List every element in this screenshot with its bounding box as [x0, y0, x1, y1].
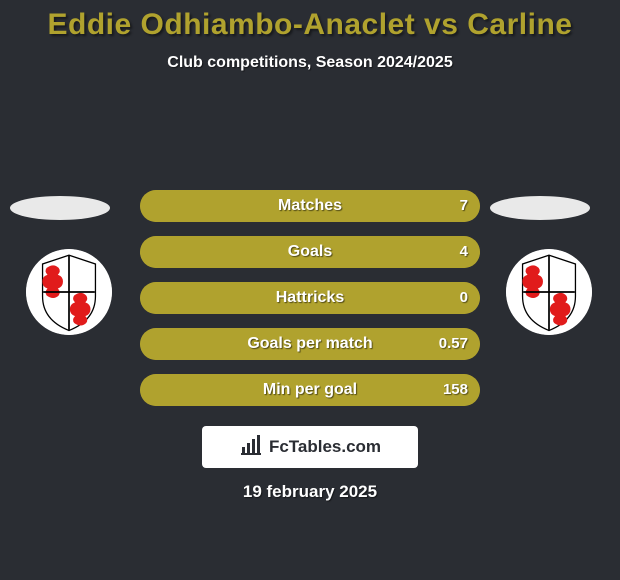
stat-value-right: 4 [460, 236, 468, 268]
attribution-text: FcTables.com [269, 437, 381, 457]
stat-row: Goals per match0.57 [140, 328, 480, 360]
attribution-badge: FcTables.com [202, 426, 418, 468]
stat-row: Hattricks0 [140, 282, 480, 314]
stat-value-right: 7 [460, 190, 468, 222]
chart-icon [239, 433, 263, 462]
stat-value-right: 0 [460, 282, 468, 314]
stat-bars: Matches7 Goals4 Hattricks0 Goals per match0… [140, 190, 480, 420]
right-club-crest [506, 249, 592, 335]
comparison-infographic: Eddie Odhiambo-Anaclet vs Carline Club c… [0, 0, 620, 580]
date-stamp: 19 february 2025 [0, 482, 620, 502]
stat-row: Matches7 [140, 190, 480, 222]
stat-value-right: 0.57 [439, 328, 468, 360]
stat-row: Min per goal158 [140, 374, 480, 406]
attribution-suffix: Tables.com [289, 437, 381, 457]
page-subtitle: Club competitions, Season 2024/2025 [0, 54, 620, 72]
right-player-silhouette [490, 196, 590, 220]
page-title: Eddie Odhiambo-Anaclet vs Carline [0, 0, 620, 42]
stat-value-right: 158 [443, 374, 468, 406]
attribution-prefix: Fc [269, 437, 289, 457]
left-player-silhouette [10, 196, 110, 220]
left-club-crest [26, 249, 112, 335]
stat-row: Goals4 [140, 236, 480, 268]
